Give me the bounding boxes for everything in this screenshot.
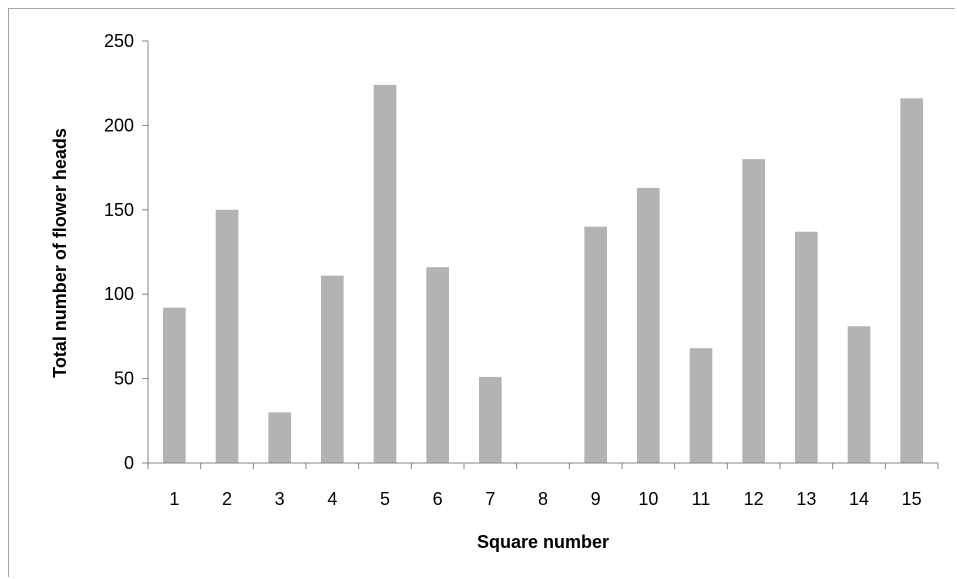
x-tick-label-11: 11 xyxy=(692,489,711,509)
bar-4 xyxy=(321,275,344,463)
bar-9 xyxy=(584,226,607,463)
y-tick-label-0: 0 xyxy=(124,453,134,473)
bar-11 xyxy=(689,348,713,463)
bar-15 xyxy=(900,98,923,463)
x-tick-label-14: 14 xyxy=(849,489,869,509)
axes-layer xyxy=(142,40,939,469)
bar-12 xyxy=(742,159,765,463)
chart-frame xyxy=(8,8,955,577)
bar-13 xyxy=(795,231,818,463)
bars-layer xyxy=(163,84,923,464)
y-tick-label-100: 100 xyxy=(104,284,134,304)
bar-1 xyxy=(163,307,186,463)
bar-5 xyxy=(373,84,397,463)
x-tick-label-7: 7 xyxy=(485,489,495,509)
y-tick-label-200: 200 xyxy=(104,115,134,135)
y-tick-label-150: 150 xyxy=(104,200,134,220)
x-tick-label-3: 3 xyxy=(275,489,285,509)
x-tick-label-1: 1 xyxy=(169,489,179,509)
bar-10 xyxy=(637,187,660,464)
y-tick-label-50: 50 xyxy=(114,369,134,389)
x-tick-label-10: 10 xyxy=(638,489,658,509)
x-tick-label-12: 12 xyxy=(744,489,764,509)
bar-14 xyxy=(847,326,871,463)
y-tick-label-250: 250 xyxy=(104,31,134,51)
bar-3 xyxy=(268,412,291,463)
x-axis-title: Square number xyxy=(477,532,609,552)
x-tick-label-15: 15 xyxy=(902,489,922,509)
x-tick-label-6: 6 xyxy=(433,489,443,509)
x-tick-label-13: 13 xyxy=(796,489,816,509)
x-tick-label-2: 2 xyxy=(222,489,232,509)
bar-2 xyxy=(215,209,239,463)
bar-6 xyxy=(426,267,449,463)
x-tick-label-9: 9 xyxy=(591,489,601,509)
x-tick-label-8: 8 xyxy=(538,489,548,509)
bar-7 xyxy=(479,376,502,463)
x-tick-label-5: 5 xyxy=(380,489,390,509)
x-tick-label-4: 4 xyxy=(327,489,337,509)
y-axis-title: Total number of flower heads xyxy=(50,128,70,378)
